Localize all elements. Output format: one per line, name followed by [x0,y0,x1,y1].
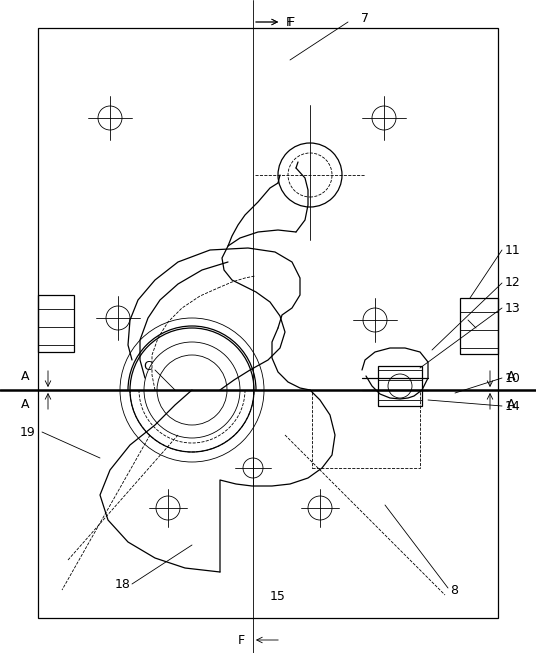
Text: 18: 18 [115,579,131,592]
Text: A: A [21,398,29,411]
Text: 14: 14 [505,400,521,413]
Bar [312,390,420,468]
Text: F: F [238,633,245,646]
Text: F: F [286,16,293,29]
Text: 19: 19 [20,426,36,439]
Text: 13: 13 [505,302,521,315]
Text: 8: 8 [450,584,458,596]
Text: A: A [507,370,515,383]
Text: C: C [144,360,152,374]
Text: 11: 11 [505,244,521,257]
Text: 10: 10 [505,372,521,385]
Bar [460,298,498,354]
Bar [38,28,498,618]
Text: 7: 7 [361,12,369,25]
Text: F: F [287,16,295,29]
Text: A: A [507,398,515,411]
Bar [38,295,74,352]
Text: 12: 12 [505,276,521,289]
Text: 15: 15 [270,590,286,603]
Text: A: A [21,370,29,383]
Bar [378,366,422,406]
